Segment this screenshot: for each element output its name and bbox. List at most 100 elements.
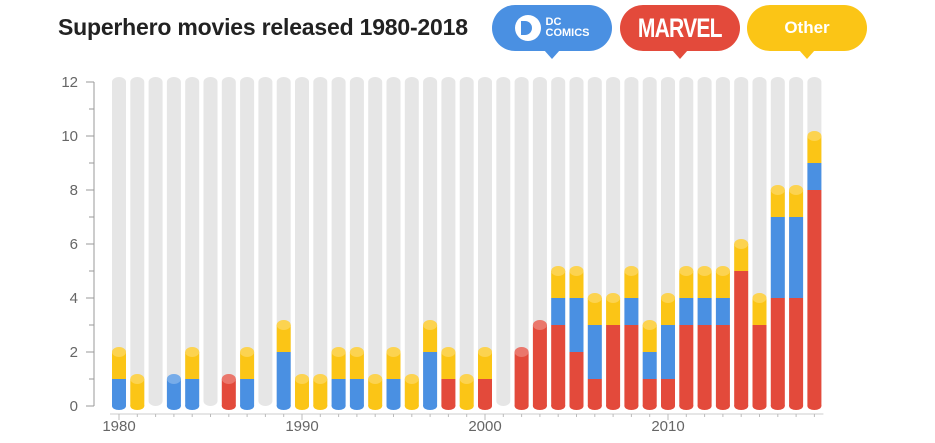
bar-segment-other (569, 271, 584, 298)
bar-cap-highlight (459, 374, 474, 384)
bar-segment-dc-comics (661, 325, 675, 379)
bar-cap (679, 266, 694, 276)
bar-segment-dc-comics (569, 298, 584, 352)
bar-segment-other (606, 298, 621, 325)
background-track (368, 77, 383, 406)
bar-cap (459, 374, 474, 384)
bar-base (789, 402, 804, 410)
bar-base (349, 402, 364, 410)
bar-base (715, 402, 730, 410)
bar-segment-other (624, 271, 639, 298)
bar-base (441, 402, 456, 410)
bar-cap (423, 320, 438, 330)
bar-base (807, 402, 822, 410)
bar-cap-highlight (551, 266, 566, 276)
bar-cap-highlight (734, 239, 749, 249)
bar-base (697, 402, 712, 410)
bar-segment-marvel (532, 325, 547, 406)
bar-base (368, 402, 383, 410)
legend-dc-pointer (544, 50, 560, 59)
bar-segment-other (349, 352, 364, 379)
y-tick-label: 12 (61, 74, 78, 91)
bar-cap-highlight (166, 374, 181, 384)
bar-cap (807, 131, 822, 141)
bar-segment-marvel (624, 325, 639, 406)
bar-base (166, 402, 181, 410)
bar-segment-dc-comics (349, 379, 364, 406)
bar-segment-dc-comics (112, 379, 126, 406)
bar-segment-marvel (770, 298, 785, 406)
legend-marvel-pointer (672, 50, 688, 59)
bar-base (606, 402, 621, 410)
bar-cap-highlight (679, 266, 694, 276)
bar-segment-marvel (807, 190, 822, 406)
bar-segment-marvel (752, 325, 767, 406)
bar-cap-highlight (313, 374, 328, 384)
background-track (295, 77, 309, 406)
background-track (130, 77, 145, 406)
y-tick-label: 2 (70, 344, 78, 361)
bar-base (734, 402, 749, 410)
bar-cap (295, 374, 309, 384)
bar-cap (734, 239, 749, 249)
bar-segment-other (276, 325, 291, 352)
bar-segment-dc-comics (276, 352, 291, 406)
background-track (478, 77, 492, 406)
bar-segment-other (368, 379, 383, 406)
bar-segment-dc-comics (807, 163, 822, 190)
bar-segment-marvel (715, 325, 730, 406)
bar-cap-highlight (368, 374, 383, 384)
dc-logo-icon (514, 15, 541, 41)
bar-segment-other (642, 325, 657, 352)
bar-cap (715, 266, 730, 276)
bar-cap (331, 347, 346, 357)
background-track (203, 77, 218, 406)
background-track (166, 77, 181, 406)
bar-segment-marvel (441, 379, 456, 406)
bar-cap (404, 374, 419, 384)
background-track (441, 77, 456, 406)
bar-cap-highlight (514, 347, 529, 357)
chart-title: Superhero movies released 1980-2018 (58, 14, 468, 40)
bar-cap (624, 266, 639, 276)
bar-cap (642, 320, 657, 330)
bar-cap (112, 347, 126, 357)
bar-segment-dc-comics (642, 352, 657, 379)
background-track (331, 77, 346, 406)
legend-other-pointer (799, 50, 815, 59)
legend-marvel: MARVEL (620, 5, 740, 59)
bar-segment-dc-comics (789, 217, 804, 298)
bar-cap (386, 347, 401, 357)
bar-base (276, 402, 291, 410)
bar-segment-marvel (734, 271, 749, 406)
x-tick-label: 1990 (285, 418, 318, 435)
bar-segment-other (770, 190, 785, 217)
bar-segment-other (789, 190, 804, 217)
background-track (148, 77, 163, 406)
bar-cap-highlight (240, 347, 255, 357)
bar-cap (606, 293, 621, 303)
bar-segment-marvel (606, 325, 621, 406)
bar-cap (349, 347, 364, 357)
bar-cap-highlight (624, 266, 639, 276)
bar-segment-other (331, 352, 346, 379)
bar-segment-other (478, 352, 492, 379)
bar-cap (789, 185, 804, 195)
background-track (313, 77, 328, 406)
y-tick-label: 0 (70, 398, 78, 415)
bar-base (478, 402, 492, 410)
bar-cap-highlight (606, 293, 621, 303)
bar-cap-highlight (276, 320, 291, 330)
bar-cap (551, 266, 566, 276)
y-tick-label: 6 (70, 236, 78, 253)
bar-segment-marvel (642, 379, 657, 406)
bar-base (112, 402, 126, 410)
bar-cap (697, 266, 712, 276)
bar-cap (532, 320, 547, 330)
bar-segment-other (679, 271, 694, 298)
bar-segment-dc-comics (166, 379, 181, 406)
bar-segment-dc-comics (697, 298, 712, 325)
bar-base (532, 402, 547, 410)
bar-cap-highlight (752, 293, 767, 303)
bar-cap (221, 374, 236, 384)
